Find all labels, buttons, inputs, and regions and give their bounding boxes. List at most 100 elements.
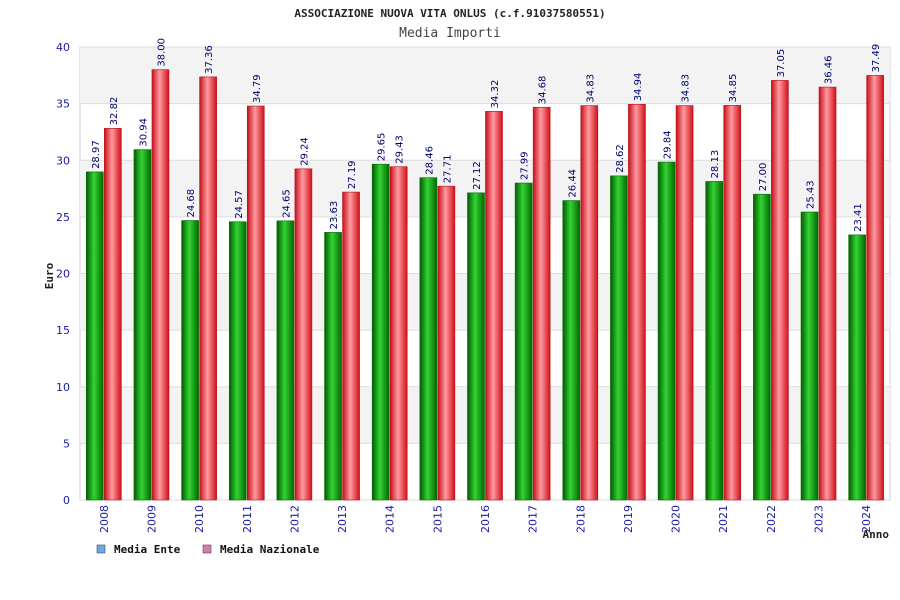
data-label-media-ente-2019: 28.62 xyxy=(615,144,626,173)
data-label-media-ente-2011: 24.57 xyxy=(234,190,245,219)
data-label-media-ente-2015: 28.46 xyxy=(424,146,435,175)
data-label-media-ente-2023: 25.43 xyxy=(806,180,817,209)
data-label-media-ente-2024: 23.41 xyxy=(853,203,864,232)
x-tick-label-2021: 2021 xyxy=(717,505,730,533)
data-label-media-nazionale-2019: 34.94 xyxy=(633,73,644,102)
bar-media-ente-2013 xyxy=(324,232,342,501)
x-tick-label-2013: 2013 xyxy=(336,505,349,533)
data-label-media-nazionale-2020: 34.83 xyxy=(681,74,692,103)
bars xyxy=(86,69,884,501)
x-tick-label-2023: 2023 xyxy=(813,505,826,533)
data-label-media-nazionale-2016: 34.32 xyxy=(490,80,501,109)
bar-media-ente-2022 xyxy=(753,193,771,501)
y-tick-label: 0 xyxy=(63,494,70,507)
data-label-media-ente-2012: 24.65 xyxy=(281,189,292,218)
data-label-media-nazionale-2013: 27.19 xyxy=(347,160,358,189)
bar-media-ente-2021 xyxy=(705,181,724,501)
bar-media-ente-2010 xyxy=(181,220,199,501)
bar-media-nazionale-2020 xyxy=(675,105,694,501)
bar-media-nazionale-2013 xyxy=(342,191,360,501)
y-tick-label: 15 xyxy=(56,324,70,337)
x-tick-label-2008: 2008 xyxy=(98,505,111,533)
y-axis-title: Euro xyxy=(43,262,56,289)
x-tick-label-2022: 2022 xyxy=(765,505,778,533)
legend-swatch-media-nazionale xyxy=(202,544,212,554)
x-tick-label-2018: 2018 xyxy=(574,505,587,533)
y-tick-label: 35 xyxy=(56,98,70,111)
bar-media-ente-2012 xyxy=(276,220,295,501)
x-tick-label-2016: 2016 xyxy=(479,505,492,533)
data-label-media-ente-2016: 27.12 xyxy=(472,161,483,190)
bar-media-nazionale-2018 xyxy=(580,105,599,501)
y-axis-ticks: 0 5 10 15 20 25 30 35 40 xyxy=(56,41,70,507)
data-labels: 28.97 32.82 30.94 38.00 24.68 37.36 24.57 34.79… xyxy=(91,38,882,232)
data-label-media-nazionale-2024: 37.49 xyxy=(871,44,882,73)
y-tick-label: 40 xyxy=(56,41,70,54)
bar-media-nazionale-2009 xyxy=(151,69,170,501)
bar-media-ente-2018 xyxy=(562,200,581,501)
bar-media-nazionale-2024 xyxy=(866,75,884,501)
data-label-media-ente-2014: 29.65 xyxy=(377,133,388,162)
bar-media-nazionale-2021 xyxy=(723,105,742,501)
x-tick-label-2014: 2014 xyxy=(384,505,397,533)
data-label-media-nazionale-2015: 27.71 xyxy=(442,155,453,184)
data-label-media-nazionale-2014: 29.43 xyxy=(395,135,406,164)
x-tick-label-2009: 2009 xyxy=(145,505,158,533)
x-axis-ticks: 2008 2009 2010 2011 2012 2013 2014 2015 2016 2017… xyxy=(98,505,873,533)
bar-media-ente-2024 xyxy=(848,234,866,501)
y-tick-label: 10 xyxy=(56,381,70,394)
bar-media-ente-2017 xyxy=(514,182,533,501)
legend: Media Ente Media Nazionale xyxy=(96,543,320,556)
x-tick-label-2012: 2012 xyxy=(288,505,301,533)
data-label-media-ente-2017: 27.99 xyxy=(520,151,531,180)
data-label-media-ente-2008: 28.97 xyxy=(91,140,102,169)
bar-media-nazionale-2023 xyxy=(818,86,837,501)
data-label-media-ente-2013: 23.63 xyxy=(329,201,340,230)
x-tick-label-2011: 2011 xyxy=(241,505,254,533)
y-tick-label: 25 xyxy=(56,211,70,224)
data-label-media-ente-2022: 27.00 xyxy=(758,163,769,192)
data-label-media-nazionale-2009: 38.00 xyxy=(156,38,167,67)
data-label-media-ente-2018: 26.44 xyxy=(567,169,578,198)
x-tick-label-2010: 2010 xyxy=(193,505,206,533)
data-label-media-nazionale-2017: 34.68 xyxy=(538,76,549,105)
x-axis-title: Anno xyxy=(863,528,890,541)
data-label-media-ente-2010: 24.68 xyxy=(186,189,197,218)
bar-media-nazionale-2017 xyxy=(532,106,551,501)
chart-subtitle: Media Importi xyxy=(399,26,501,41)
bar-media-ente-2023 xyxy=(800,211,819,501)
data-label-media-nazionale-2021: 34.85 xyxy=(728,74,739,103)
bar-media-ente-2019 xyxy=(610,175,628,501)
x-tick-label-2015: 2015 xyxy=(431,505,444,533)
bar-media-nazionale-2008 xyxy=(104,128,122,501)
bar-media-nazionale-2019 xyxy=(628,104,646,501)
bar-media-nazionale-2011 xyxy=(246,105,265,501)
legend-label-media-nazionale: Media Nazionale xyxy=(220,543,320,556)
x-tick-label-2017: 2017 xyxy=(527,505,540,533)
data-label-media-nazionale-2008: 32.82 xyxy=(109,97,120,126)
data-label-media-nazionale-2023: 36.46 xyxy=(824,55,835,84)
data-label-media-nazionale-2012: 29.24 xyxy=(299,137,310,166)
data-label-media-ente-2021: 28.13 xyxy=(710,150,721,179)
y-tick-label: 20 xyxy=(56,268,70,281)
bar-media-nazionale-2022 xyxy=(771,80,789,501)
bar-media-ente-2016 xyxy=(467,192,485,501)
bar-media-ente-2008 xyxy=(86,171,104,501)
bar-media-ente-2011 xyxy=(228,221,247,501)
data-label-media-nazionale-2011: 34.79 xyxy=(252,74,263,103)
bar-media-ente-2009 xyxy=(133,149,152,501)
legend-swatch-media-ente xyxy=(96,544,106,554)
bar-media-ente-2014 xyxy=(371,163,390,501)
y-tick-label: 5 xyxy=(63,437,70,450)
bar-media-nazionale-2014 xyxy=(389,166,408,501)
x-tick-label-2024: 2024 xyxy=(860,505,873,533)
x-tick-label-2020: 2020 xyxy=(670,505,683,533)
chart-title: ASSOCIAZIONE NUOVA VITA ONLUS (c.f.91037… xyxy=(294,7,605,20)
bar-media-nazionale-2016 xyxy=(485,111,503,501)
data-label-media-nazionale-2018: 34.83 xyxy=(585,74,596,103)
data-label-media-nazionale-2010: 37.36 xyxy=(204,45,215,74)
x-tick-label-2019: 2019 xyxy=(622,505,635,533)
legend-label-media-ente: Media Ente xyxy=(114,543,181,556)
data-label-media-nazionale-2022: 37.05 xyxy=(776,49,787,78)
